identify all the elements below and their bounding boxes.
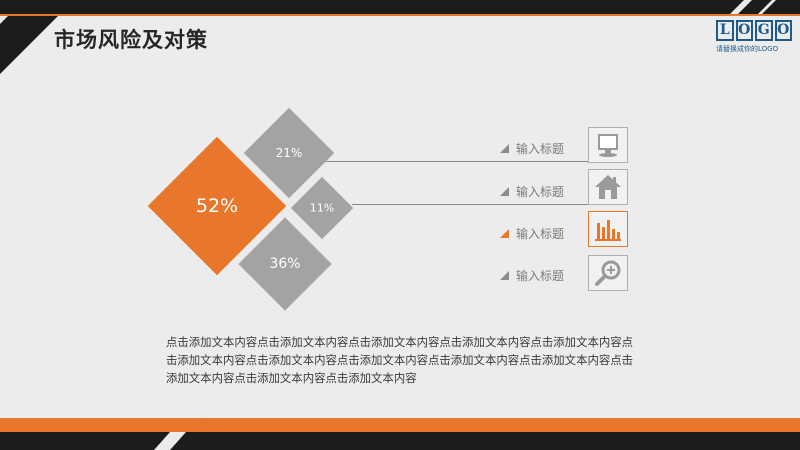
- bar-chart-icon[interactable]: [588, 211, 628, 247]
- diamond-label-36: 36%: [269, 256, 301, 272]
- triangle-bullet-icon: [500, 229, 509, 238]
- triangle-bullet-icon: [500, 187, 509, 196]
- diamond-label-21: 21%: [275, 146, 303, 160]
- triangle-bullet-icon: [500, 144, 509, 153]
- footer-decoration: [0, 418, 800, 450]
- monitor-icon[interactable]: [588, 127, 628, 163]
- logo-letters: L O G O: [716, 20, 792, 41]
- logo-letter: L: [716, 20, 734, 41]
- diamond-label-52: 52%: [195, 195, 239, 217]
- list-item[interactable]: 输入标题: [500, 140, 586, 157]
- item-label: 输入标题: [516, 227, 565, 241]
- list-item[interactable]: 输入标题: [500, 267, 586, 284]
- logo-subtitle: 请替换成你的LOGO: [716, 45, 779, 53]
- triangle-bullet-icon: [500, 271, 509, 280]
- list-item[interactable]: 输入标题: [500, 225, 586, 242]
- page-title: 市场风险及对策: [54, 28, 208, 52]
- item-label: 输入标题: [516, 142, 565, 156]
- header-decoration: [0, 0, 800, 74]
- logo: L O G O 请替换成你的LOGO: [716, 20, 792, 60]
- logo-letter: G: [755, 20, 773, 41]
- home-icon[interactable]: [588, 169, 628, 205]
- logo-letter: O: [735, 20, 753, 41]
- magnifier-icon[interactable]: [588, 255, 628, 291]
- connector-line: [300, 161, 628, 162]
- connector-line: [352, 204, 628, 205]
- item-label: 输入标题: [516, 185, 565, 199]
- body-text: 点击添加文本内容点击添加文本内容点击添加文本内容点击添加文本内容点击添加文本内容…: [166, 335, 634, 385]
- item-label: 输入标题: [516, 269, 565, 283]
- logo-letter: O: [774, 20, 792, 41]
- list-item[interactable]: 输入标题: [500, 183, 586, 200]
- diamond-label-11: 11%: [309, 201, 335, 215]
